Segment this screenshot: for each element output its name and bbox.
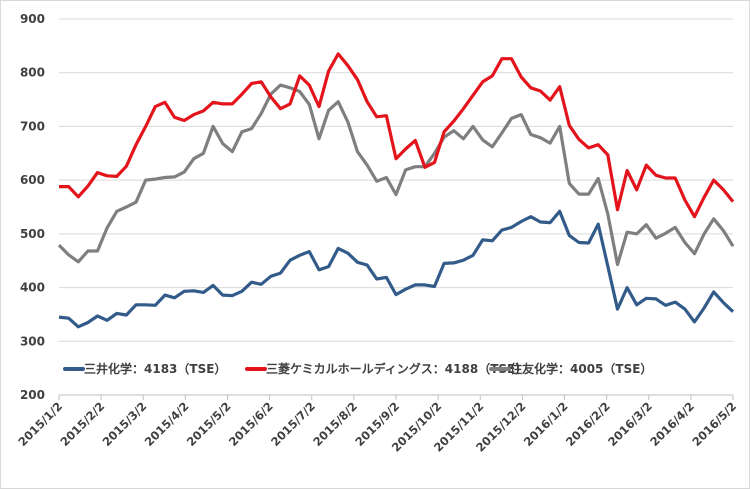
- y-axis-labels: 200 300 400 500 600 700 800 900: [20, 12, 45, 402]
- legend-label: 住友化学：4005（TSE）: [510, 361, 652, 376]
- legend-label: 三菱ケミカルホールディングス：4188（TSE）: [266, 361, 527, 376]
- y-tick-label: 200: [20, 388, 45, 402]
- gridlines: [59, 18, 733, 342]
- series-line-2: [57, 83, 735, 267]
- x-tick-label: 2016/5/2: [689, 399, 739, 449]
- y-tick-label: 500: [20, 227, 45, 241]
- x-tick-label: 2015/3/2: [100, 399, 150, 449]
- x-tick-label: 2016/1/2: [521, 399, 571, 449]
- x-tick-label: 2015/5/2: [184, 399, 234, 449]
- x-axis: 2015/1/22015/2/22015/3/22015/4/22015/5/2…: [15, 394, 739, 455]
- x-tick-label: 2016/3/2: [605, 399, 655, 449]
- x-tick-label: 2015/1/2: [15, 399, 65, 449]
- series-line-0: [58, 209, 735, 329]
- x-tick-label: 2015/6/2: [226, 399, 276, 449]
- x-tick-label: 2015/2/2: [57, 399, 107, 449]
- x-tick-label: 2015/4/2: [142, 399, 192, 449]
- y-tick-label: 300: [20, 334, 45, 348]
- y-tick-label: 600: [20, 173, 45, 187]
- x-tick-label: 2015/8/2: [310, 399, 360, 449]
- y-tick-label: 700: [20, 119, 45, 133]
- legend-label: 三井化学：4183（TSE）: [84, 361, 226, 376]
- y-tick-label: 900: [20, 12, 45, 26]
- x-tick-label: 2015/7/2: [268, 399, 318, 449]
- series-lines: [57, 52, 735, 329]
- series-line-1: [59, 52, 735, 219]
- legend: 三井化学：4183（TSE） 三菱ケミカルホールディングス：4188（TSE）住友…: [63, 361, 652, 376]
- x-tick-label: 2016/4/2: [647, 399, 697, 449]
- y-tick-label: 800: [20, 66, 45, 80]
- x-tick-label: 2016/2/2: [563, 399, 613, 449]
- y-tick-label: 400: [20, 281, 45, 295]
